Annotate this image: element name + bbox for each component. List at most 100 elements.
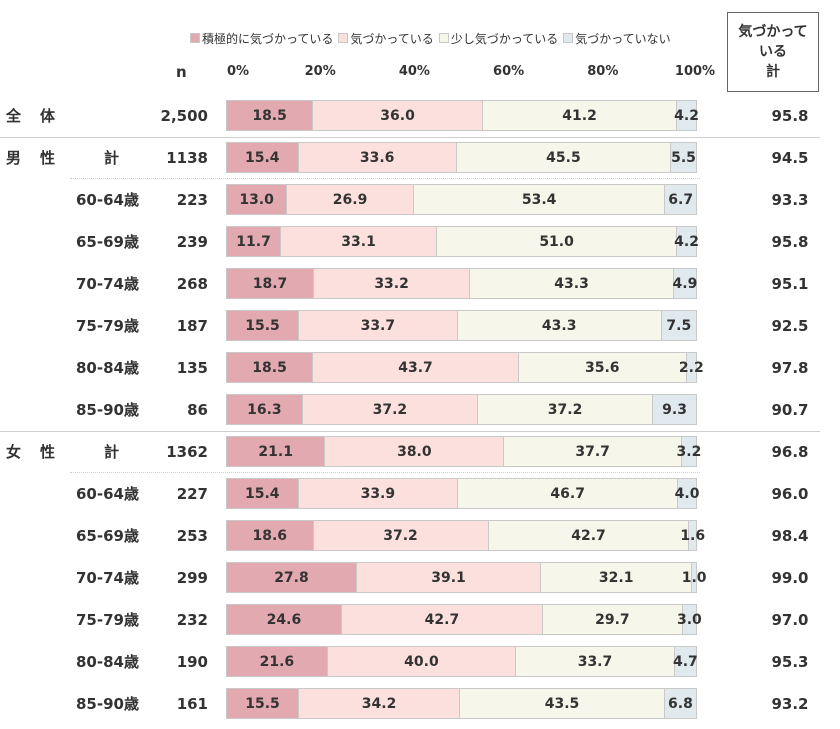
legend-swatch-actively [190,33,200,43]
x-tick-label: 100% [674,64,716,79]
bar-value-label: 37.2 [547,401,583,418]
row-label: 65-69歳 [76,233,139,251]
bar-segment: 40.0 [327,646,517,677]
n-value: 239 [176,233,208,251]
bar-value-label: 4.2 [674,233,699,250]
total-value: 95.1 [771,275,809,293]
total-header-line: いる [759,44,787,60]
legend-label: 少し気づかっている [450,31,559,46]
group-label-1: 男 [6,149,22,167]
bar-value-label: 6.7 [668,191,694,208]
legend-label: 気づかっている [350,31,434,46]
bar-value-label: 4.9 [672,275,698,292]
bar-value-label: 18.5 [252,359,287,376]
bar-segment: 33.7 [516,646,675,677]
bar-value-label: 1.0 [681,569,707,586]
legend-item: 積極的に気づかっている [190,30,333,47]
bar-value-label: 1.6 [680,527,706,544]
row-label: 85-90歳 [76,401,139,419]
bar-segment: 3.0 [677,604,702,635]
bar-value-label: 45.5 [546,149,581,166]
stacked-bar: 18.5 36.0 41.2 4.2 [226,100,699,131]
bar-value-label: 43.3 [554,275,589,292]
bar-value-label: 32.1 [598,569,634,586]
chart-row: 80-84歳 190 95.3 21.6 40.0 33.7 4.7 [0,641,840,683]
row-label: 60-64歳 [76,485,139,503]
bar-value-label: 18.7 [252,275,288,292]
stacked-bar: 16.3 37.2 37.2 9.3 [226,394,697,425]
bar-segment: 7.5 [661,310,697,341]
bar-segment: 4.2 [674,100,699,131]
bar-segment: 1.6 [680,520,705,551]
total-header-line: 気づかって [738,24,808,40]
bar-value-label: 39.1 [431,569,466,586]
chart-row: 75-79歳 232 97.0 24.6 42.7 29.7 3.0 [0,599,840,641]
bar-segment: 29.7 [542,604,683,635]
bar-segment: 4.9 [672,268,698,299]
legend-swatch-somewhat [438,33,449,43]
group-label-1: 全 [6,107,22,125]
subtotal-separator [70,472,700,473]
n-value: 223 [176,191,208,209]
n-value: 161 [176,695,208,713]
bar-value-label: 15.4 [244,485,280,502]
total-value: 94.5 [771,149,809,167]
bar-segment: 43.5 [460,688,665,719]
chart-row: 女性 計 1362 96.8 21.1 38.0 37.7 3.2 [0,431,840,473]
total-value: 95.8 [771,107,809,125]
bar-value-label: 42.7 [571,527,606,544]
bar-segment: 41.2 [482,100,678,131]
n-value: 1362 [166,443,208,461]
bar-value-label: 40.0 [404,653,439,670]
bar-segment: 35.6 [518,352,687,383]
total-value: 93.3 [771,191,809,209]
bar-value-label: 42.7 [424,611,460,628]
stacked-bar: 13.0 26.9 53.4 6.7 [226,184,697,215]
bar-segment: 4.2 [674,226,699,257]
x-tick-label: 60% [493,64,525,79]
bar-segment: 13.0 [226,184,288,215]
bar-segment: 15.4 [226,142,299,173]
row-label: 80-84歳 [76,359,139,377]
n-value: 1138 [166,149,208,167]
bar-segment: 2.2 [679,352,704,383]
bar-segment: 1.0 [682,562,707,593]
bar-value-label: 33.7 [577,653,613,670]
total-value: 97.8 [771,359,809,377]
bar-segment: 3.2 [677,436,701,467]
bar-segment: 42.7 [488,520,690,551]
bar-segment: 37.7 [504,436,682,467]
bar-segment: 43.3 [470,268,674,299]
bar-segment: 5.5 [671,142,697,173]
chart-row: 60-64歳 223 93.3 13.0 26.9 53.4 6.7 [0,179,840,221]
chart-row: 85-90歳 161 93.2 15.5 34.2 43.5 6.8 [0,683,840,725]
bar-segment: 27.8 [226,562,357,593]
total-value: 92.5 [771,317,809,335]
bar-segment: 53.4 [413,184,666,215]
bar-value-label: 5.5 [671,149,696,166]
bar-segment: 18.7 [226,268,314,299]
bar-value-label: 3.2 [676,443,702,460]
total-value: 97.0 [771,611,809,629]
bar-segment: 6.7 [665,184,697,215]
group-label-2: 体 [40,107,56,125]
bar-value-label: 43.7 [398,359,433,376]
n-value: 190 [176,653,208,671]
chart-row: 全体 2,500 95.8 18.5 36.0 41.2 4.2 [0,95,840,137]
group-separator [0,431,820,432]
bar-value-label: 37.2 [383,527,418,544]
stacked-bar: 24.6 42.7 29.7 3.0 [226,604,702,635]
n-value: 227 [176,485,208,503]
row-label: 計 [104,443,120,461]
x-tick-label: 80% [587,64,619,79]
row-label: 60-64歳 [76,191,139,209]
total-value: 98.4 [771,527,809,545]
stacked-bar: 21.6 40.0 33.7 4.7 [226,646,698,677]
bar-value-label: 15.5 [245,695,280,712]
total-value: 95.8 [771,233,809,251]
bar-value-label: 4.7 [673,653,698,670]
legend-item: 気づかっていない [563,30,671,47]
x-tick-label: 0% [226,64,250,79]
bar-segment: 42.7 [341,604,543,635]
bar-segment: 4.7 [673,646,698,677]
